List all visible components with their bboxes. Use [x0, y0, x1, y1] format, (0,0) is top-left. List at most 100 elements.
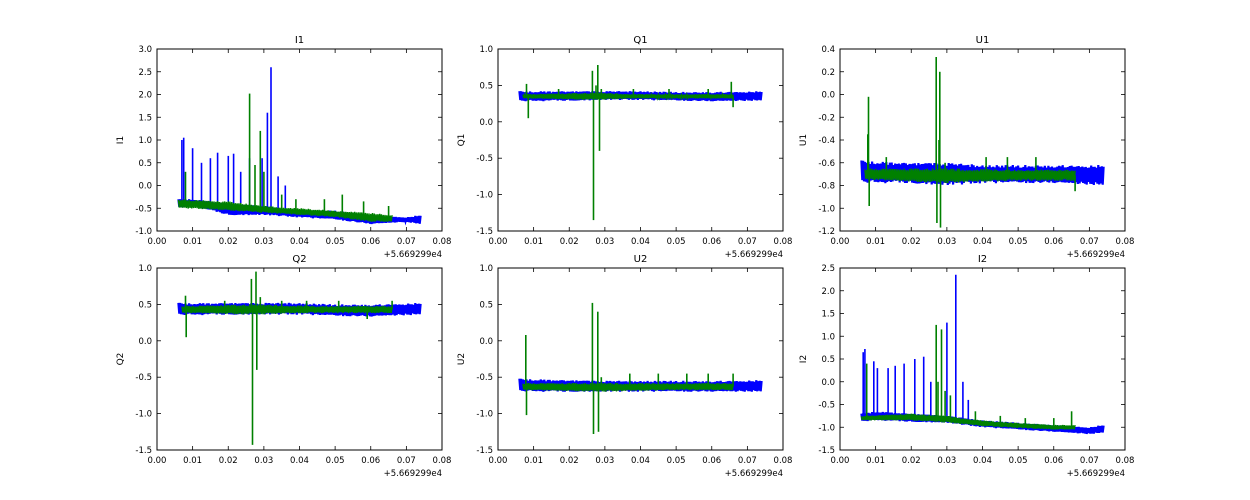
- y-tick-label: -0.5: [135, 204, 152, 214]
- y-tick-label: -0.5: [476, 154, 493, 164]
- x-axis: 0.00 0.01 0.02 0.03 0.04 0.05 0.06 0.07 0.08 +5.6…: [831, 268, 1135, 479]
- x-tick-label: 0.04: [631, 456, 650, 466]
- x-tick-label: 0.01: [183, 456, 202, 466]
- y-tick-label: -0.8: [818, 182, 835, 192]
- y-tick-label: 1.5: [138, 113, 152, 123]
- plot-area: [518, 302, 763, 434]
- series-green: [860, 324, 1076, 430]
- x-tick-label: 0.08: [1116, 456, 1135, 466]
- series-band: [522, 382, 734, 392]
- x-tick-label: 0.05: [1009, 456, 1028, 466]
- x-tick-label: 0.00: [831, 237, 850, 247]
- x-tick-label: 0.08: [433, 237, 452, 247]
- x-tick-label: 0.08: [774, 237, 793, 247]
- y-axis-label: Q1: [457, 134, 467, 147]
- x-tick-label: 0.07: [738, 456, 757, 466]
- subplot-q1: 0.00 0.01 0.02 0.03 0.04 0.05 0.06 0.07 0.08 +5.6…: [457, 35, 792, 260]
- y-tick-label: -1.5: [476, 227, 493, 237]
- x-axis: 0.00 0.01 0.02 0.03 0.04 0.05 0.06 0.07 0.08 +5.6…: [489, 268, 792, 479]
- y-tick-label: -1.5: [135, 446, 152, 456]
- y-axis: -1.5 -1.0 -0.5 0.0 0.5 1.0: [476, 45, 783, 237]
- x-tick-label: 0.03: [254, 456, 273, 466]
- x-tick-label: 0.04: [290, 237, 309, 247]
- x-offset-label: +5.669299e4: [1067, 469, 1125, 479]
- x-tick-label: 0.01: [524, 456, 543, 466]
- x-tick-label: 0.04: [290, 456, 309, 466]
- y-tick-label: 0.5: [138, 159, 152, 169]
- y-tick-label: 1.0: [479, 264, 493, 274]
- y-tick-label: -0.5: [135, 373, 152, 383]
- x-axis: 0.00 0.01 0.02 0.03 0.04 0.05 0.06 0.07 0.08 +5.6…: [831, 49, 1134, 260]
- y-tick-label: 2.5: [821, 264, 835, 274]
- x-tick-label: 0.05: [326, 456, 345, 466]
- x-tick-label: 0.06: [1044, 456, 1063, 466]
- y-tick-label: -0.5: [818, 401, 835, 411]
- x-offset-label: +5.669299e4: [384, 469, 442, 479]
- x-tick-label: 0.06: [1044, 237, 1063, 247]
- y-axis: -1.5 -1.0 -0.5 0.0 0.5 1.0 1.5 2.0 2.5: [818, 264, 1125, 456]
- subplot-u2: 0.00 0.01 0.02 0.03 0.04 0.05 0.06 0.07 0.08 +5.6…: [457, 254, 792, 479]
- x-tick-label: 0.03: [595, 456, 614, 466]
- x-tick-label: 0.06: [361, 456, 380, 466]
- x-offset-label: +5.669299e4: [725, 250, 783, 260]
- x-tick-label: 0.03: [937, 456, 956, 466]
- x-tick-label: 0.01: [866, 237, 885, 247]
- x-tick-label: 0.06: [361, 237, 380, 247]
- y-axis: -1.5 -1.0 -0.5 0.0 0.5 1.0: [135, 264, 442, 456]
- subplot-i1: 0.00 0.01 0.02 0.03 0.04 0.05 0.06 0.07 0.08 +5.6…: [116, 35, 451, 260]
- subplot-title: I1: [295, 35, 304, 46]
- x-tick-label: 0.07: [1080, 456, 1099, 466]
- y-tick-label: 2.5: [138, 68, 152, 78]
- y-tick-label: 0.0: [138, 337, 152, 347]
- x-tick-label: 0.07: [397, 456, 416, 466]
- y-tick-label: 3.0: [138, 45, 152, 55]
- plot-area: [860, 274, 1105, 435]
- y-axis: -1.2 -1.0 -0.8 -0.6 -0.4 -0.2 0.0 0.2 0.4: [818, 45, 1125, 237]
- y-tick-label: -1.0: [135, 410, 152, 420]
- y-tick-label: 0.0: [821, 378, 835, 388]
- y-tick-label: -0.2: [818, 113, 835, 123]
- x-tick-label: 0.05: [326, 237, 345, 247]
- x-tick-label: 0.06: [702, 237, 721, 247]
- x-tick-label: 0.03: [254, 237, 273, 247]
- y-tick-label: 1.5: [821, 310, 835, 320]
- series-band: [864, 168, 1076, 184]
- series-band: [177, 199, 393, 222]
- x-tick-label: 0.07: [1080, 237, 1099, 247]
- axes-frame: [156, 267, 443, 451]
- plot-area: [177, 271, 422, 445]
- series-blue: [177, 67, 422, 226]
- series-band: [181, 304, 393, 315]
- x-tick-label: 0.00: [489, 456, 508, 466]
- plot-area: [518, 65, 763, 221]
- x-tick-label: 0.05: [667, 237, 686, 247]
- subplot-i2: 0.00 0.01 0.02 0.03 0.04 0.05 0.06 0.07 0.08 +5.6…: [799, 254, 1134, 479]
- x-tick-label: 0.08: [433, 456, 452, 466]
- y-tick-label: -1.0: [476, 410, 493, 420]
- y-tick-label: 0.0: [138, 182, 152, 192]
- x-tick-label: 0.03: [937, 237, 956, 247]
- y-tick-label: -1.0: [818, 423, 835, 433]
- series-green: [864, 57, 1076, 228]
- y-tick-label: 0.0: [479, 118, 493, 128]
- y-tick-label: 2.0: [821, 287, 835, 297]
- x-tick-label: 0.01: [524, 237, 543, 247]
- x-tick-label: 0.02: [219, 237, 238, 247]
- series-green: [181, 271, 393, 445]
- x-tick-label: 0.07: [397, 237, 416, 247]
- axes-frame: [497, 267, 784, 451]
- x-tick-label: 0.03: [595, 237, 614, 247]
- y-tick-label: -0.4: [818, 136, 835, 146]
- x-tick-label: 0.05: [667, 456, 686, 466]
- plot-area: [860, 57, 1105, 228]
- x-tick-label: 0.00: [148, 237, 167, 247]
- x-axis: 0.00 0.01 0.02 0.03 0.04 0.05 0.06 0.07 0.08 +5.6…: [148, 268, 452, 479]
- series-green: [177, 93, 393, 222]
- x-tick-label: 0.00: [489, 237, 508, 247]
- subplot-u1: 0.00 0.01 0.02 0.03 0.04 0.05 0.06 0.07 0.08 +5.6…: [799, 35, 1134, 260]
- y-axis-label: Q2: [116, 353, 126, 366]
- x-axis: 0.00 0.01 0.02 0.03 0.04 0.05 0.06 0.07 0.08 +5.6…: [148, 49, 452, 260]
- y-tick-label: 0.4: [821, 45, 835, 55]
- x-tick-label: 0.02: [219, 456, 238, 466]
